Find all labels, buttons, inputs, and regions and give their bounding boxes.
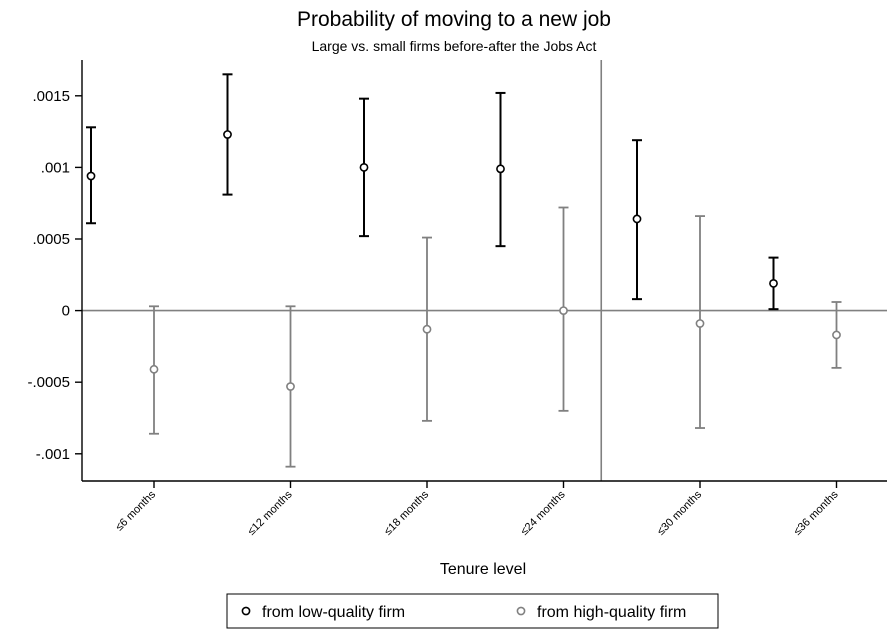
y-tick-label: .001 <box>41 159 70 176</box>
legend-label-low-quality: from low-quality firm <box>262 604 405 621</box>
point-estimate-high-quality <box>695 319 705 328</box>
point-estimate-high-quality <box>559 306 568 315</box>
x-tick-label: ≤12 months <box>246 488 295 537</box>
point-estimate-low-quality <box>496 164 505 174</box>
chart-title: Probability of moving to a new job <box>297 8 611 31</box>
point-estimate-low-quality <box>86 171 96 181</box>
legend-label-high-quality: from high-quality firm <box>537 604 686 621</box>
x-tick-label: ≤6 months <box>113 488 158 533</box>
point-estimate-high-quality <box>422 324 432 334</box>
x-tick-label: ≤30 months <box>655 488 704 537</box>
y-tick-label: 0 <box>62 303 70 320</box>
legend: from low-quality firm from high-quality … <box>226 593 719 629</box>
x-tick-label: ≤18 months <box>382 488 431 537</box>
y-tick-label: -.0005 <box>27 374 70 391</box>
point-estimate-low-quality <box>223 130 232 139</box>
legend-box <box>226 593 719 629</box>
x-axis-label: Tenure level <box>440 561 526 578</box>
point-estimate-high-quality <box>149 364 159 374</box>
x-tick-label: ≤36 months <box>792 488 841 537</box>
legend-marker-high-quality <box>516 606 526 616</box>
point-estimate-high-quality <box>832 330 841 340</box>
point-estimate-low-quality <box>632 214 642 224</box>
plot-area: -.001 -.0005 0 .0005 .001 .0015 ≤6 months ≤12 m… <box>27 60 887 538</box>
y-tick-label: .0005 <box>32 231 70 248</box>
legend-marker-low-quality <box>241 606 251 616</box>
y-tick-label: -.001 <box>36 446 70 463</box>
x-tick-label: ≤24 months <box>519 488 568 537</box>
y-tick-label: .0015 <box>32 88 70 105</box>
point-estimate-low-quality <box>769 278 778 288</box>
point-estimate-low-quality <box>359 162 369 172</box>
point-estimate-high-quality <box>286 382 295 391</box>
chart-subtitle: Large vs. small firms before-after the J… <box>312 38 597 54</box>
